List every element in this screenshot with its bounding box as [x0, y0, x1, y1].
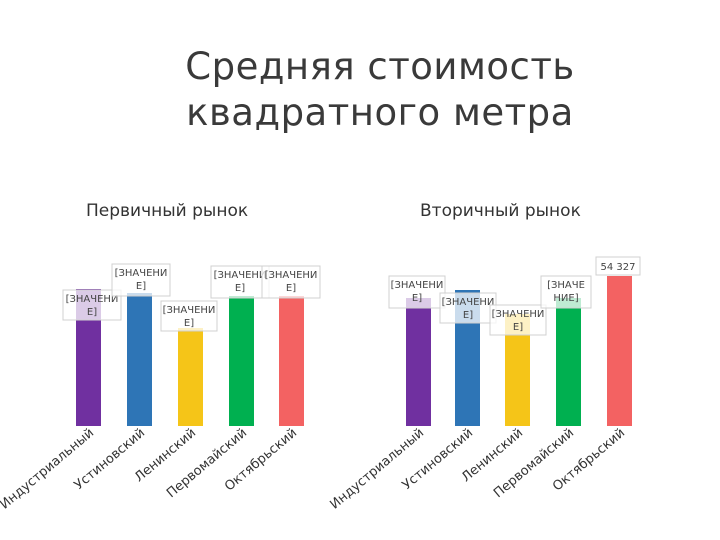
- category-label-0-0: Индустриальный: [0, 426, 97, 513]
- primary-market-subtitle: Первичный рынок: [86, 201, 249, 221]
- data-label-1-2: [ЗНАЧЕНИ Е]: [492, 309, 545, 333]
- title-line-1: Средняя стоимость: [185, 45, 575, 88]
- data-label-0-0: [ЗНАЧЕНИ Е]: [66, 294, 119, 318]
- data-label-box-1-0: [388, 275, 446, 309]
- data-label-0-3: [ЗНАЧЕНИ Е]: [214, 270, 267, 294]
- bar-0-4: [279, 296, 304, 426]
- bar-1-4: [607, 276, 632, 426]
- bar-1-0: [406, 298, 431, 426]
- data-label-1-4: 54 327: [601, 262, 636, 273]
- data-label-box-0-4: [261, 265, 321, 299]
- bar-0-1: [127, 293, 152, 426]
- data-label-box-1-2: [489, 304, 547, 336]
- data-label-box-1-4: [595, 256, 641, 276]
- page-title: Средняя стоимость квадратного метра: [100, 44, 660, 136]
- data-label-0-2: [ЗНАЧЕНИ Е]: [163, 305, 216, 329]
- data-label-1-0: [ЗНАЧЕНИ Е]: [391, 280, 444, 304]
- data-label-box-0-2: [160, 300, 218, 332]
- data-label-box-0-0: [62, 289, 122, 321]
- title-line-2: квадратного метра: [186, 91, 574, 134]
- data-label-1-1: [ЗНАЧЕНИ Е]: [442, 297, 495, 321]
- data-label-0-1: [ЗНАЧЕНИ Е]: [115, 268, 168, 292]
- data-label-box-0-1: [111, 263, 171, 297]
- category-label-1-0: Индустриальный: [327, 426, 427, 513]
- data-label-1-3: [ЗНАЧЕ НИЕ]: [547, 280, 585, 304]
- bar-0-3: [229, 296, 254, 426]
- data-label-box-0-3: [210, 265, 270, 299]
- secondary-market-subtitle: Вторичный рынок: [420, 201, 581, 221]
- data-label-0-4: [ЗНАЧЕНИ Е]: [265, 270, 318, 294]
- data-label-box-1-3: [540, 275, 592, 309]
- data-label-box-1-1: [439, 292, 497, 324]
- bar-0-2: [178, 328, 203, 426]
- bar-1-3: [556, 298, 581, 426]
